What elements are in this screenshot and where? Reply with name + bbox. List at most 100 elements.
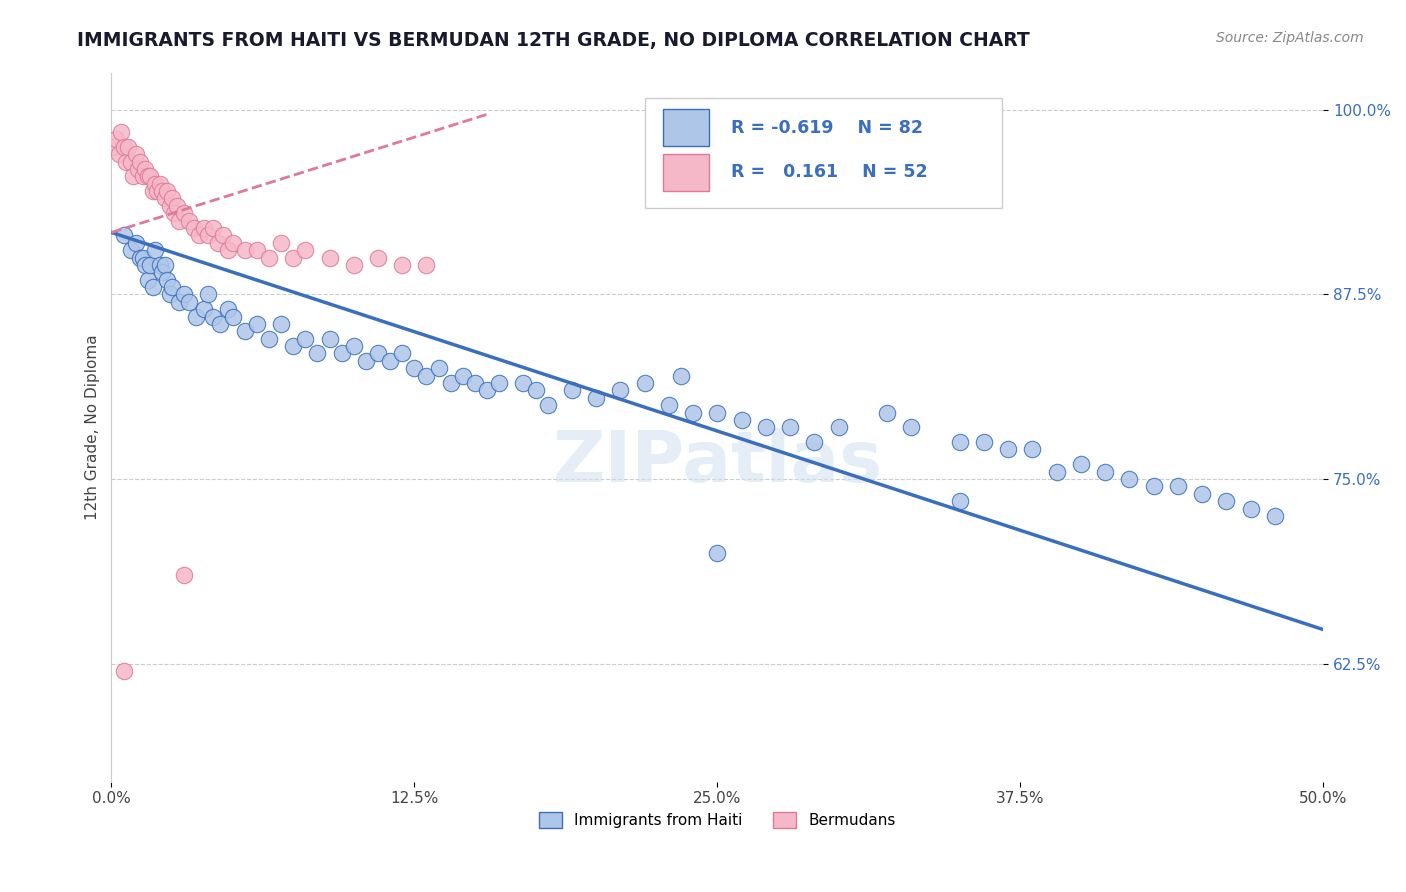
Point (512, 376, 534, 390)
Point (197, 287, 219, 301)
Point (464, 376, 486, 390)
Point (134, 258, 156, 272)
Point (202, 310, 225, 324)
Point (440, 376, 463, 390)
Point (367, 251, 389, 265)
Point (115, 154, 138, 169)
Point (706, 546, 728, 560)
Point (197, 228, 219, 243)
Point (246, 243, 269, 257)
Point (876, 406, 898, 420)
Point (367, 346, 389, 360)
Point (609, 384, 631, 398)
Point (160, 192, 183, 206)
Point (997, 442, 1019, 457)
Point (120, 243, 142, 257)
Point (318, 332, 340, 346)
Point (186, 310, 208, 324)
Point (177, 294, 200, 309)
Point (669, 368, 692, 383)
Point (257, 332, 280, 346)
Point (173, 568, 195, 582)
Y-axis label: 12th Grade, No Diploma: 12th Grade, No Diploma (86, 334, 100, 520)
Point (142, 280, 165, 294)
Point (112, 664, 135, 678)
Point (153, 192, 176, 206)
Point (209, 317, 232, 331)
Point (1046, 465, 1069, 479)
Point (378, 354, 401, 368)
Point (318, 251, 340, 265)
Point (207, 235, 229, 250)
Point (127, 161, 149, 176)
Point (193, 302, 215, 317)
Point (755, 420, 778, 434)
Point (139, 258, 162, 272)
Point (1070, 457, 1092, 471)
Point (112, 228, 135, 243)
Text: IMMIGRANTS FROM HAITI VS BERMUDAN 12TH GRADE, NO DIPLOMA CORRELATION CHART: IMMIGRANTS FROM HAITI VS BERMUDAN 12TH G… (77, 31, 1031, 50)
Point (156, 184, 179, 198)
Point (124, 235, 146, 250)
Point (561, 384, 583, 398)
Point (343, 258, 366, 272)
Point (283, 251, 305, 265)
Point (415, 258, 437, 272)
Point (1191, 487, 1213, 501)
Point (1118, 472, 1140, 486)
Point (153, 258, 176, 272)
Point (524, 384, 547, 398)
Legend: Immigrants from Haiti, Bermudans: Immigrants from Haiti, Bermudans (533, 806, 901, 834)
Point (475, 384, 498, 398)
Point (283, 339, 305, 353)
Text: R =   0.161    N = 52: R = 0.161 N = 52 (731, 163, 928, 181)
Point (488, 376, 510, 390)
Point (149, 258, 172, 272)
Point (129, 251, 152, 265)
Point (129, 154, 152, 169)
Point (120, 154, 142, 169)
Point (949, 435, 972, 450)
Point (682, 406, 704, 420)
Point (150, 184, 173, 198)
Point (132, 169, 155, 184)
Point (160, 280, 183, 294)
Point (270, 317, 292, 331)
Point (183, 221, 205, 235)
Point (1264, 508, 1286, 523)
Point (706, 406, 728, 420)
Point (354, 354, 377, 368)
Point (150, 265, 173, 279)
Point (1239, 501, 1261, 516)
Point (1021, 442, 1043, 457)
Point (132, 251, 155, 265)
Point (803, 435, 825, 450)
Text: Source: ZipAtlas.com: Source: ZipAtlas.com (1216, 31, 1364, 45)
Point (900, 420, 922, 434)
Point (103, 140, 125, 154)
Point (1142, 479, 1164, 493)
Point (233, 243, 256, 257)
Point (585, 391, 607, 405)
Point (949, 494, 972, 508)
Point (177, 213, 200, 227)
Point (294, 332, 316, 346)
Point (146, 184, 169, 198)
FancyBboxPatch shape (662, 109, 709, 146)
Point (246, 317, 269, 331)
Point (221, 310, 243, 324)
Point (217, 302, 239, 317)
FancyBboxPatch shape (644, 98, 1002, 208)
Point (142, 184, 165, 198)
Point (156, 273, 179, 287)
Point (202, 221, 225, 235)
Point (415, 368, 437, 383)
Point (537, 398, 560, 412)
Point (193, 221, 215, 235)
Point (658, 398, 681, 412)
Point (149, 177, 172, 191)
Point (136, 169, 159, 184)
Point (124, 147, 146, 161)
Point (117, 140, 139, 154)
Point (134, 161, 156, 176)
